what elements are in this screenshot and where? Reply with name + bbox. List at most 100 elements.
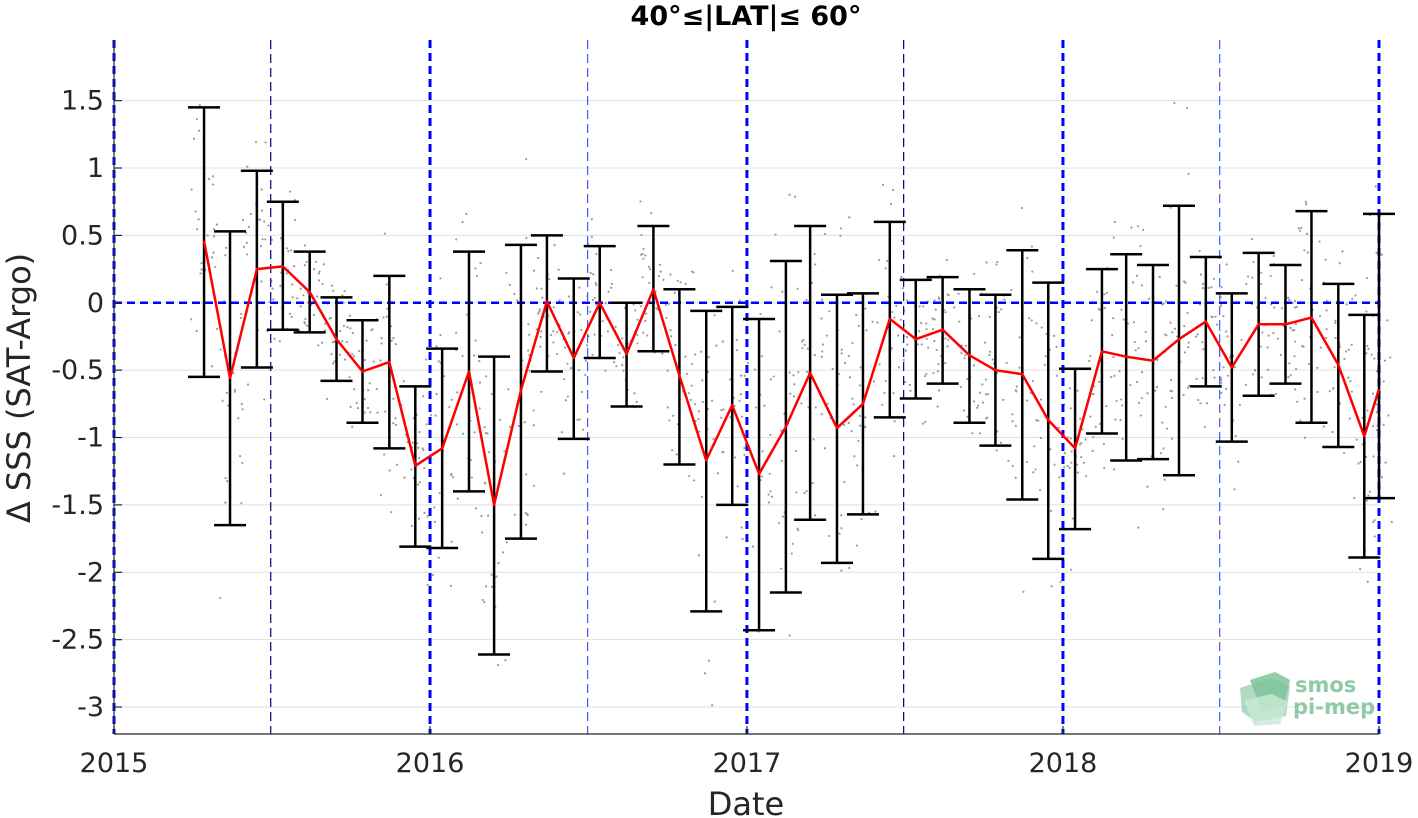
scatter-point bbox=[525, 473, 528, 476]
scatter-point bbox=[743, 453, 746, 456]
scatter-point bbox=[1214, 315, 1217, 318]
scatter-point bbox=[1044, 355, 1047, 358]
scatter-point bbox=[936, 405, 939, 408]
scatter-point bbox=[1020, 206, 1024, 210]
scatter-point bbox=[260, 188, 263, 191]
scatter-point bbox=[332, 289, 335, 292]
scatter-point bbox=[439, 333, 442, 337]
scatter-point bbox=[789, 392, 792, 395]
scatter-point bbox=[1238, 403, 1242, 406]
scatter-point bbox=[528, 369, 531, 372]
scatter-point bbox=[647, 265, 651, 268]
scatter-point bbox=[713, 600, 716, 603]
scatter-point bbox=[1380, 476, 1384, 479]
scatter-point bbox=[558, 299, 561, 302]
scatter-point bbox=[1201, 282, 1205, 286]
scatter-point bbox=[925, 337, 928, 340]
scatter-point bbox=[552, 341, 555, 344]
scatter-point bbox=[1293, 306, 1296, 309]
scatter-point bbox=[1380, 253, 1384, 256]
scatter-point bbox=[433, 520, 437, 523]
scatter-point bbox=[1187, 172, 1190, 176]
scatter-point bbox=[859, 366, 862, 369]
scatter-point bbox=[1375, 428, 1379, 432]
scatter-point bbox=[976, 404, 980, 407]
scatter-point bbox=[450, 540, 453, 543]
scatter-point bbox=[734, 456, 737, 459]
scatter-point bbox=[1187, 346, 1190, 349]
y-tick-label: 1 bbox=[87, 153, 104, 184]
scatter-point bbox=[527, 349, 530, 352]
scatter-point bbox=[1365, 310, 1368, 313]
scatter-point bbox=[552, 306, 555, 309]
scatter-point bbox=[1129, 383, 1132, 387]
scatter-point bbox=[889, 202, 893, 206]
scatter-point bbox=[1050, 509, 1053, 512]
scatter-point bbox=[1316, 390, 1319, 394]
scatter-point bbox=[238, 455, 242, 458]
scatter-point bbox=[701, 400, 704, 404]
scatter-point bbox=[694, 353, 697, 356]
scatter-point bbox=[712, 437, 715, 441]
scatter-point bbox=[1261, 331, 1264, 334]
scatter-point bbox=[497, 562, 500, 565]
scatter-point bbox=[966, 377, 969, 381]
scatter-point bbox=[922, 305, 925, 308]
scatter-point bbox=[738, 299, 742, 302]
scatter-point bbox=[578, 286, 581, 289]
scatter-point bbox=[938, 298, 941, 301]
scatter-point bbox=[264, 141, 267, 144]
scatter-point bbox=[1291, 301, 1294, 304]
scatter-point bbox=[828, 534, 831, 538]
scatter-point bbox=[1011, 420, 1014, 423]
scatter-point bbox=[426, 515, 429, 518]
scatter-point bbox=[669, 335, 673, 338]
scatter-point bbox=[325, 397, 329, 400]
scatter-point bbox=[593, 296, 596, 300]
scatter-point bbox=[1279, 353, 1282, 356]
scatter-point bbox=[341, 339, 344, 343]
scatter-point bbox=[1134, 349, 1137, 352]
scatter-point bbox=[847, 354, 850, 357]
scatter-point bbox=[298, 329, 301, 332]
scatter-point bbox=[1332, 387, 1335, 390]
scatter-point bbox=[855, 313, 858, 317]
scatter-point bbox=[820, 355, 823, 358]
scatter-point bbox=[924, 420, 927, 424]
scatter-point bbox=[516, 299, 519, 302]
scatter-point bbox=[1105, 405, 1108, 408]
scatter-point bbox=[1113, 220, 1116, 223]
scatter-point bbox=[1219, 379, 1223, 382]
scatter-point bbox=[488, 451, 491, 454]
scatter-point bbox=[590, 218, 593, 221]
scatter-point bbox=[641, 252, 644, 256]
scatter-point bbox=[382, 316, 385, 319]
scatter-point bbox=[196, 228, 199, 231]
scatter-point bbox=[478, 381, 482, 384]
scatter-point bbox=[716, 472, 720, 475]
scatter-point bbox=[1194, 335, 1198, 338]
scatter-point bbox=[1293, 299, 1297, 302]
x-tick-label: 2015 bbox=[80, 748, 149, 779]
scatter-point bbox=[933, 339, 936, 343]
scatter-point bbox=[945, 258, 948, 261]
scatter-point bbox=[348, 376, 351, 379]
scatter-point bbox=[591, 353, 594, 356]
scatter-point bbox=[852, 403, 855, 406]
scatter-point bbox=[356, 407, 359, 410]
scatter-point bbox=[1288, 362, 1291, 365]
scatter-point bbox=[1120, 404, 1124, 407]
scatter-point bbox=[349, 327, 352, 330]
scatter-point bbox=[1357, 462, 1360, 465]
scatter-point bbox=[1373, 519, 1376, 522]
scatter-point bbox=[539, 345, 542, 348]
scatter-point bbox=[657, 274, 660, 278]
scatter-point bbox=[1234, 434, 1237, 438]
scatter-point bbox=[983, 341, 987, 344]
scatter-point bbox=[1076, 471, 1080, 474]
scatter-point bbox=[348, 314, 351, 317]
scatter-point bbox=[240, 312, 243, 316]
scatter-point bbox=[803, 491, 806, 495]
scatter-point bbox=[246, 165, 249, 168]
scatter-point bbox=[1092, 435, 1095, 439]
